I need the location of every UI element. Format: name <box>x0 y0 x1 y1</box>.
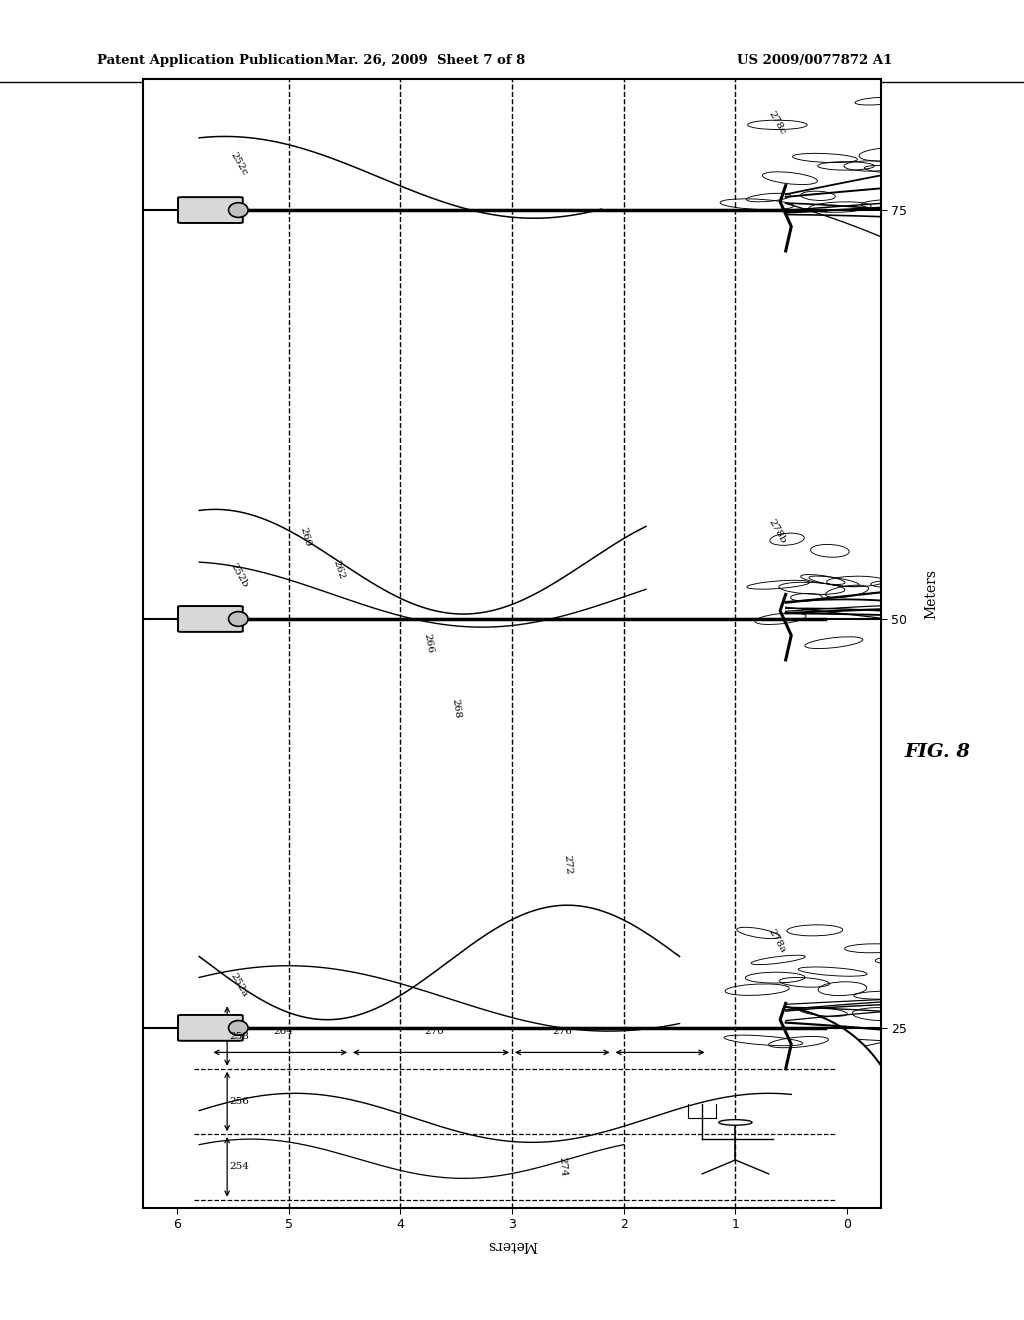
Text: 272: 272 <box>562 854 573 875</box>
Text: Patent Application Publication: Patent Application Publication <box>97 54 324 67</box>
Text: 266: 266 <box>422 632 434 655</box>
Text: Mar. 26, 2009  Sheet 7 of 8: Mar. 26, 2009 Sheet 7 of 8 <box>325 54 525 67</box>
Text: 254: 254 <box>229 1163 250 1171</box>
Ellipse shape <box>719 1119 752 1125</box>
Text: 268: 268 <box>451 698 462 719</box>
Text: 260: 260 <box>298 527 312 548</box>
Text: 252c: 252c <box>229 150 250 177</box>
Text: 262: 262 <box>332 560 346 581</box>
Text: 258: 258 <box>229 1031 250 1040</box>
Text: 278c: 278c <box>767 110 787 136</box>
Text: 256: 256 <box>229 1097 250 1106</box>
Ellipse shape <box>228 611 248 626</box>
Ellipse shape <box>228 1020 248 1035</box>
Text: FIG. 8: FIG. 8 <box>904 743 970 762</box>
Text: 276: 276 <box>552 1027 572 1036</box>
Text: Meters: Meters <box>925 569 939 619</box>
Text: 252a: 252a <box>228 972 250 998</box>
Text: 278b: 278b <box>767 517 787 545</box>
Text: US 2009/0077872 A1: US 2009/0077872 A1 <box>737 54 893 67</box>
Text: 264: 264 <box>273 1027 293 1036</box>
FancyBboxPatch shape <box>178 606 243 632</box>
Text: 270: 270 <box>424 1027 443 1036</box>
FancyBboxPatch shape <box>178 1015 243 1040</box>
Text: 252b: 252b <box>228 562 250 590</box>
Ellipse shape <box>228 203 248 218</box>
Text: 278a: 278a <box>767 927 787 954</box>
FancyBboxPatch shape <box>178 197 243 223</box>
Text: 274: 274 <box>557 1156 567 1177</box>
Text: Meters: Meters <box>487 1238 537 1253</box>
